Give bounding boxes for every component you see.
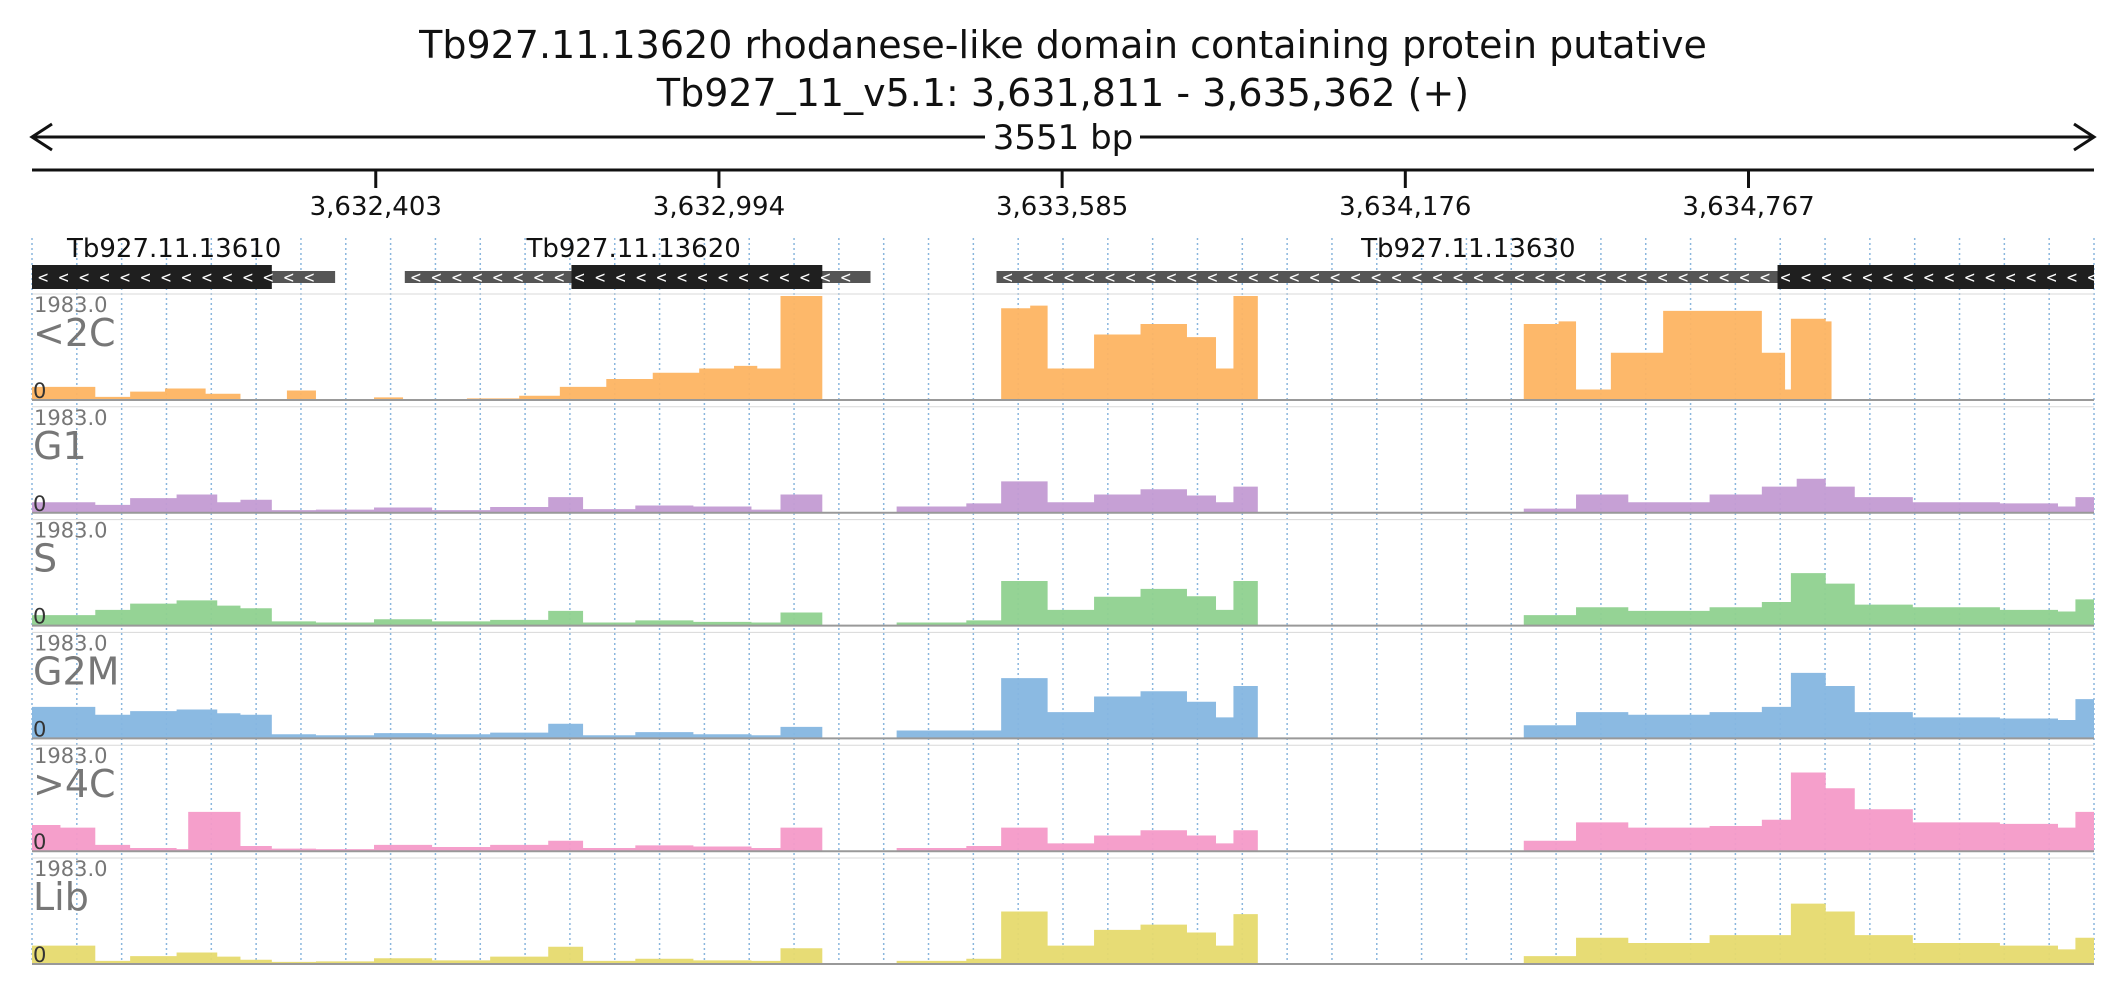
track-ymax-label: 1983.0: [34, 519, 107, 543]
track-ymax-label: 1983.0: [34, 857, 107, 881]
coverage-area: [32, 573, 2094, 626]
strand-chevrons-icon: < < < < < < < < < < < < < < < < < < < < …: [411, 268, 851, 288]
coverage-track: 1983.0<2C 0: [32, 293, 2094, 403]
gene-model[interactable]: < < < < < < < < < < < < < < < < < < < < …: [404, 234, 871, 289]
track-ymin-label: 0: [33, 605, 46, 629]
tick-label: 3,632,994: [653, 192, 785, 222]
coverage-track: 1983.0S 0: [32, 519, 2094, 629]
track-name: G2M: [33, 649, 119, 693]
coordinate-axis: 3,632,403 3,632,994 3,633,585 3,634,176 3,63…: [32, 168, 2094, 222]
track-name: S: [33, 537, 57, 581]
track-ymin-label: 0: [33, 492, 46, 516]
strand-chevrons-icon: < < < < < < < < < < < < < <: [38, 268, 314, 288]
coverage-tracks: 1983.0<2C01983.0G101983.0S01983.0G2M0198…: [32, 293, 2094, 967]
gene-label: Tb927.11.13630: [1360, 234, 1575, 264]
gene-model[interactable]: < < < < < < < < < < < < < < < < < < < < …: [996, 234, 2098, 289]
track-name: <2C: [33, 311, 116, 355]
track-ymin-label: 0: [33, 830, 46, 854]
vertical-gridlines: [31, 238, 2095, 962]
figure-subtitle: Tb927_11_v5.1: 3,631,811 - 3,635,362 (+): [656, 71, 1469, 115]
span-length-label: 3551 bp: [993, 118, 1134, 158]
coverage-area: [32, 478, 2094, 513]
tick-label: 3,633,585: [996, 192, 1128, 222]
track-ymax-label: 1983.0: [34, 406, 107, 430]
track-ymax-label: 1983.0: [34, 293, 107, 317]
gene-label: Tb927.11.13620: [525, 234, 740, 264]
track-name: Lib: [33, 875, 89, 919]
coverage-area: [32, 296, 2094, 400]
tick-label: 3,634,176: [1339, 192, 1471, 222]
track-name: G1: [33, 424, 87, 468]
tick-label: 3,634,767: [1682, 192, 1814, 222]
axis-ticks: 3,632,403 3,632,994 3,633,585 3,634,176 3,63…: [310, 170, 1815, 222]
coverage-track: 1983.0G1 0: [32, 406, 2094, 516]
track-name: >4C: [33, 762, 116, 806]
span-arrow-left-icon: [29, 122, 53, 152]
track-ymax-label: 1983.0: [34, 631, 107, 655]
track-ymin-label: 0: [33, 717, 46, 741]
gene-label: Tb927.11.13610: [66, 234, 281, 264]
coverage-area: [32, 903, 2094, 964]
tick-label: 3,632,403: [310, 192, 442, 222]
coverage-area: [32, 772, 2094, 852]
gene-track: < < < < < < < < < < < < < < Tb927.11.1361…: [32, 234, 2098, 289]
track-ymin-label: 0: [33, 943, 46, 967]
figure-title: Tb927.11.13620 rhodanese-like domain con…: [418, 23, 1707, 67]
coverage-track: 1983.0>4C 0: [32, 744, 2094, 854]
coverage-area: [32, 672, 2094, 739]
gene-exon: [32, 265, 272, 289]
span-arrow-right-icon: [2073, 122, 2097, 152]
strand-chevrons-icon: < < < < < < < < < < < < < < < < < < < < …: [1003, 268, 2098, 288]
track-ymin-label: 0: [33, 379, 46, 403]
span-ruler: 3551 bp: [29, 118, 2097, 158]
gene-exon: [571, 265, 823, 289]
gene-model[interactable]: < < < < < < < < < < < < < < Tb927.11.1361…: [32, 234, 336, 289]
track-ymax-label: 1983.0: [34, 744, 107, 768]
gene-exon: [1777, 265, 2094, 289]
